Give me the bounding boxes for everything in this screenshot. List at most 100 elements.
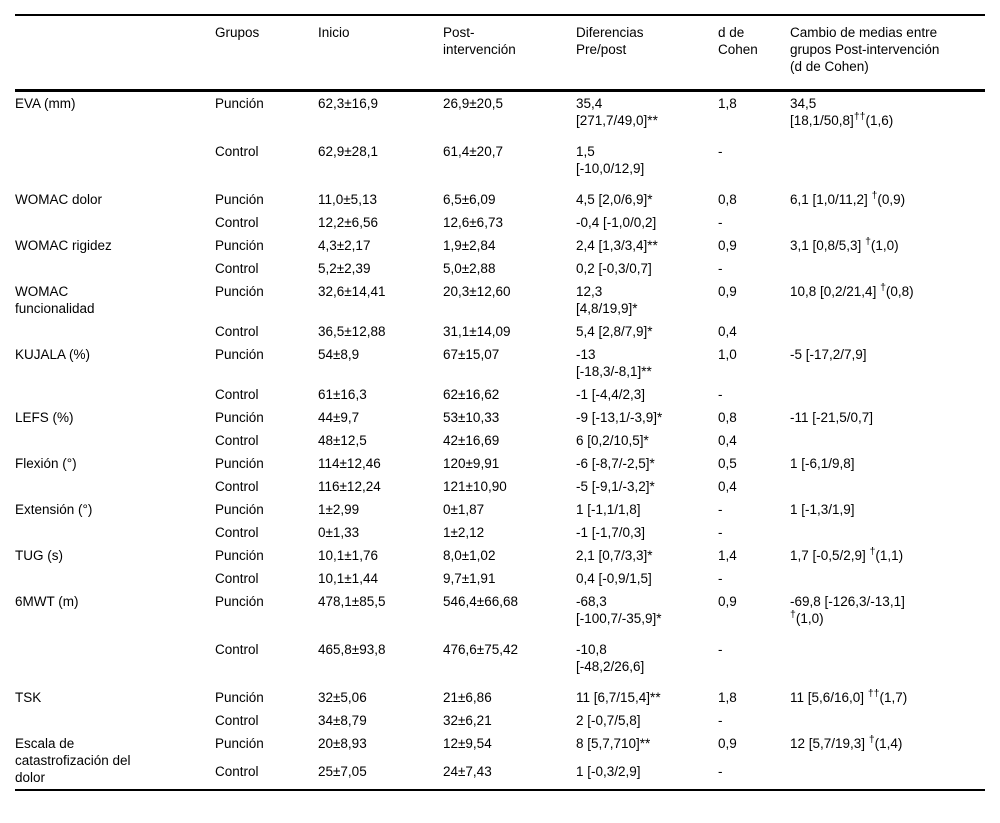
cell-cohen: 0,4 — [718, 433, 737, 448]
cell-dif: -5 [-9,1/-3,2]* — [576, 479, 655, 494]
cambio-tail: (1,1) — [875, 548, 904, 563]
cell-cohen: - — [718, 525, 723, 540]
cambio-main: 1 [-6,1/9,8] — [790, 456, 855, 471]
table-row: Control 62,9±28,1 61,4±20,7 1,5 [-10,0/12,9… — [15, 140, 985, 188]
cell-dif: 35,4 [271,7/49,0]** — [576, 96, 658, 128]
cell-dif: -9 [-13,1/-3,9]* — [576, 410, 663, 425]
cell-cohen: - — [718, 642, 723, 657]
cell-post: 53±10,33 — [443, 410, 500, 425]
table-row: Extensión (°) Punción 1±2,99 0±1,87 1 [-1,1/… — [15, 498, 985, 521]
cell-cambio: 1 [-1,3/1,9] — [790, 498, 985, 521]
cell-grupo: Punción — [215, 238, 264, 253]
cell-dif: -10,8 [-48,2/26,6] — [576, 642, 645, 674]
cell-inicio: 25±7,05 — [318, 764, 367, 780]
cell-inicio: 61±16,3 — [318, 387, 367, 402]
cell-dif: -6 [-8,7/-2,5]* — [576, 456, 655, 471]
column-header: Cambio de medias entre grupos Post-inter… — [790, 25, 940, 74]
cell-cohen: 0,9 — [718, 594, 737, 609]
cell-post: 24±7,43 — [443, 764, 492, 780]
cell-cohen: 0,4 — [718, 479, 737, 494]
cell-grupo: Control — [215, 215, 259, 230]
table-row: Control 10,1±1,44 9,7±1,91 0,4 [-0,9/1,5] - — [15, 567, 985, 590]
cell-inicio: 5,2±2,39 — [318, 261, 371, 276]
cell-grupo: Punción — [215, 96, 264, 111]
cell-post: 546,4±66,68 — [443, 594, 518, 609]
cell-grupo: Punción — [215, 192, 264, 207]
table-row: Control 25±7,05 24±7,43 1 [-0,3/2,9] - — [15, 760, 985, 790]
cell-post: 120±9,91 — [443, 456, 500, 471]
cell-dif: 2,4 [1,3/3,4]** — [576, 238, 658, 253]
dagger-marker: † — [880, 281, 886, 294]
cell-inicio: 62,3±16,9 — [318, 96, 378, 111]
cell-inicio: 54±8,9 — [318, 347, 360, 362]
cell-post: 26,9±20,5 — [443, 96, 503, 111]
column-header — [15, 15, 215, 91]
cell-grupo: Control — [215, 525, 259, 540]
cambio-tail: (1,4) — [874, 736, 903, 751]
table-row: Control 48±12,5 42±16,69 6 [0,2/10,5]* 0,4 — [15, 429, 985, 452]
cell-cohen: 0,9 — [718, 736, 737, 751]
cell-grupo: Control — [215, 261, 259, 276]
column-header: Diferencias Pre/post — [576, 25, 644, 57]
cell-cohen: 0,8 — [718, 410, 737, 425]
measure-label: 6MWT (m) — [15, 594, 79, 609]
cell-cohen: 0,8 — [718, 192, 737, 207]
cell-inicio: 12,2±6,56 — [318, 215, 378, 230]
cell-grupo: Control — [215, 144, 259, 159]
cell-post: 1±2,12 — [443, 525, 485, 540]
cell-post: 5,0±2,88 — [443, 261, 496, 276]
cell-dif: 2,1 [0,7/3,3]* — [576, 548, 653, 563]
cell-grupo: Control — [215, 571, 259, 586]
dagger-marker: †† — [853, 110, 866, 123]
cell-dif: -13 [-18,3/-8,1]** — [576, 347, 652, 379]
cell-cambio: -69,8 [-126,3/-13,1] †(1,0) — [790, 590, 985, 638]
cell-post: 31,1±14,09 — [443, 324, 511, 339]
cell-inicio: 0±1,33 — [318, 525, 360, 540]
table-row: Control 465,8±93,8 476,6±75,42 -10,8 [-48,2… — [15, 638, 985, 686]
cell-dif: -1 [-1,7/0,3] — [576, 525, 646, 540]
table-row: Control 0±1,33 1±2,12 -1 [-1,7/0,3] - — [15, 521, 985, 544]
cell-cambio — [790, 257, 985, 280]
cell-post: 12,6±6,73 — [443, 215, 503, 230]
column-header: Grupos — [215, 25, 260, 40]
cambio-tail: (1,7) — [879, 690, 908, 705]
column-header: d de Cohen — [718, 25, 758, 57]
cambio-main: -11 [-21,5/0,7] — [790, 410, 874, 425]
cell-cambio: -11 [-21,5/0,7] — [790, 406, 985, 429]
cell-inicio: 114±12,46 — [318, 456, 381, 471]
cell-inicio: 4,3±2,17 — [318, 238, 371, 253]
cambio-main: 1 [-1,3/1,9] — [790, 502, 855, 517]
cell-cohen: - — [718, 387, 723, 402]
cambio-main: 12 [5,7/19,3] — [790, 736, 869, 751]
cell-cohen: 1,8 — [718, 96, 737, 111]
cambio-main: 6,1 [1,0/11,2] — [790, 192, 872, 207]
table-row: WOMAC funcionalidad Punción 32,6±14,41 20,3… — [15, 280, 985, 320]
cell-inicio: 34±8,79 — [318, 713, 367, 728]
cell-cambio: 12 [5,7/19,3] †(1,4) — [790, 732, 985, 760]
cell-inicio: 116±12,24 — [318, 479, 381, 494]
cell-cohen: - — [718, 144, 723, 159]
cell-grupo: Punción — [215, 456, 264, 471]
measure-label: WOMAC dolor — [15, 192, 103, 207]
cell-dif: -0,4 [-1,0/0,2] — [576, 215, 657, 230]
cell-post: 67±15,07 — [443, 347, 500, 362]
cell-cambio — [790, 475, 985, 498]
cell-cambio — [790, 638, 985, 686]
cell-cambio — [790, 211, 985, 234]
cell-inicio: 62,9±28,1 — [318, 144, 378, 159]
cell-dif: 1 [-1,1/1,8] — [576, 502, 641, 517]
cell-post: 9,7±1,91 — [443, 571, 496, 586]
measure-label: Extensión (°) — [15, 502, 93, 517]
table-row: Control 12,2±6,56 12,6±6,73 -0,4 [-1,0/0,2]… — [15, 211, 985, 234]
table-row: 6MWT (m) Punción 478,1±85,5 546,4±66,68 -68,… — [15, 590, 985, 638]
cambio-main: 1,7 [-0,5/2,9] — [790, 548, 870, 563]
cell-grupo: Control — [215, 324, 259, 339]
cambio-main: 11 [5,6/16,0] — [790, 690, 868, 705]
cell-post: 20,3±12,60 — [443, 284, 511, 299]
cell-cohen: 1,4 — [718, 548, 737, 563]
cambio-main: -5 [-17,2/7,9] — [790, 347, 867, 362]
cell-inicio: 44±9,7 — [318, 410, 360, 425]
cambio-tail: (1,0) — [870, 238, 899, 253]
cell-post: 12±9,54 — [443, 736, 492, 751]
cell-dif: 0,4 [-0,9/1,5] — [576, 571, 652, 586]
